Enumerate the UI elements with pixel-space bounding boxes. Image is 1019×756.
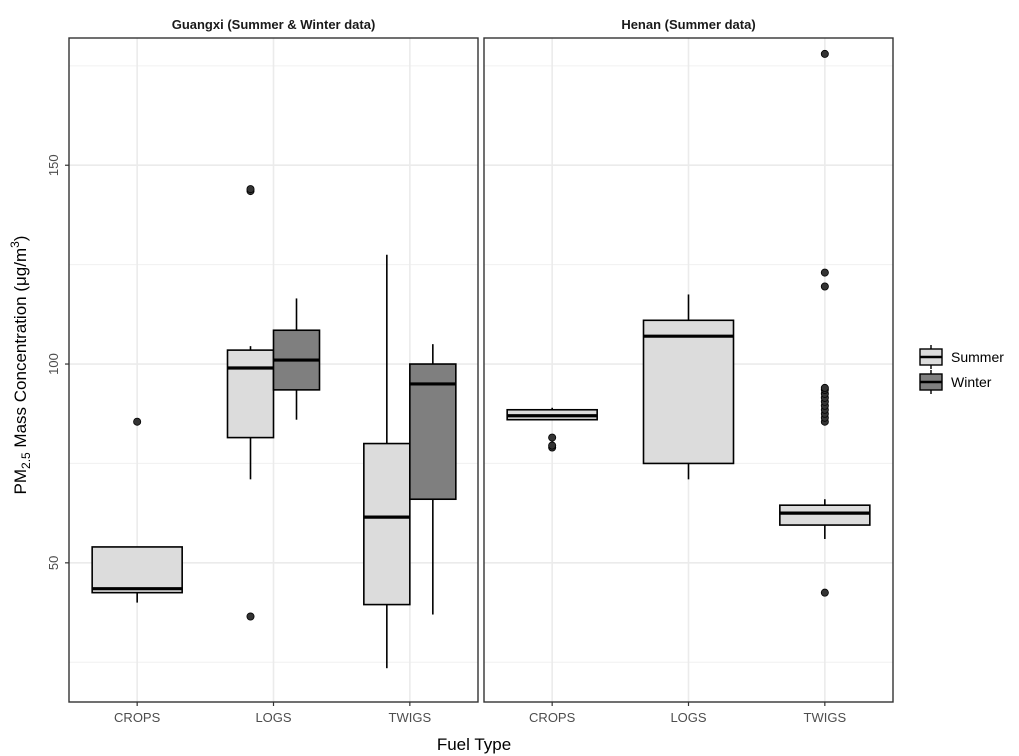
box-body	[226, 349, 275, 439]
outlier-point	[820, 282, 829, 291]
legend-item-winter: Winter	[919, 370, 992, 394]
box-body	[779, 504, 871, 526]
y-tick-label: 150	[46, 154, 61, 176]
outlier-point	[548, 441, 557, 450]
outlier-point	[820, 588, 829, 597]
outlier-point	[820, 268, 829, 277]
facet-title: Henan (Summer data)	[621, 17, 755, 32]
box-twigs-summer	[363, 254, 411, 669]
y-axis-title-sup: 3	[8, 241, 22, 248]
legend-label: Winter	[951, 374, 992, 390]
outlier-point	[246, 612, 255, 621]
outlier-point	[820, 383, 829, 392]
outlier-point	[246, 185, 255, 194]
outlier-point	[548, 433, 557, 442]
box-body	[642, 319, 735, 465]
outlier-point	[133, 417, 142, 426]
legend-item-summer: Summer	[919, 345, 1004, 369]
y-tick-label: 50	[46, 556, 61, 570]
box-twigs-winter	[409, 344, 457, 615]
x-tick-label: TWIGS	[804, 710, 847, 725]
y-axis-title-end: )	[11, 236, 30, 242]
facet-strip	[69, 14, 478, 38]
box-body	[363, 442, 411, 606]
y-axis-title-rest: Mass Concentration (μg/m	[11, 248, 30, 452]
x-tick-label: CROPS	[529, 710, 576, 725]
x-tick-label: CROPS	[114, 710, 161, 725]
y-axis-title: PM2.5 Mass Concentration (μg/m3)	[8, 236, 33, 495]
x-tick-label: LOGS	[255, 710, 291, 725]
panels: Guangxi (Summer & Winter data) CROPS LOGS T…	[46, 14, 894, 725]
facet-panel-1: Guangxi (Summer & Winter data) CROPS LOGS T…	[46, 14, 479, 725]
x-axis-title: Fuel Type	[437, 735, 511, 754]
x-tick-label: TWIGS	[389, 710, 432, 725]
outlier-point	[820, 49, 829, 58]
x-tick-label: LOGS	[670, 710, 706, 725]
y-axis-title-sub: 2.5	[19, 452, 33, 469]
box-logs-summer	[226, 185, 275, 621]
box-twigs-summer	[779, 49, 871, 597]
facet-title: Guangxi (Summer & Winter data)	[172, 17, 376, 32]
box-crops-summer	[506, 407, 598, 452]
box-logs-summer	[642, 294, 735, 480]
y-axis-title-main: PM	[11, 469, 30, 495]
facet-panel-2: Henan (Summer data) CROPS LOGS TWIGS	[483, 14, 894, 725]
box-crops-summer	[91, 417, 183, 603]
facet-strip	[484, 14, 893, 38]
box-body	[91, 546, 183, 594]
legend: Summer Winter	[919, 345, 1004, 394]
legend-label: Summer	[951, 349, 1004, 365]
y-tick-label: 100	[46, 353, 61, 375]
box-body	[409, 363, 457, 501]
box-logs-winter	[272, 298, 321, 420]
